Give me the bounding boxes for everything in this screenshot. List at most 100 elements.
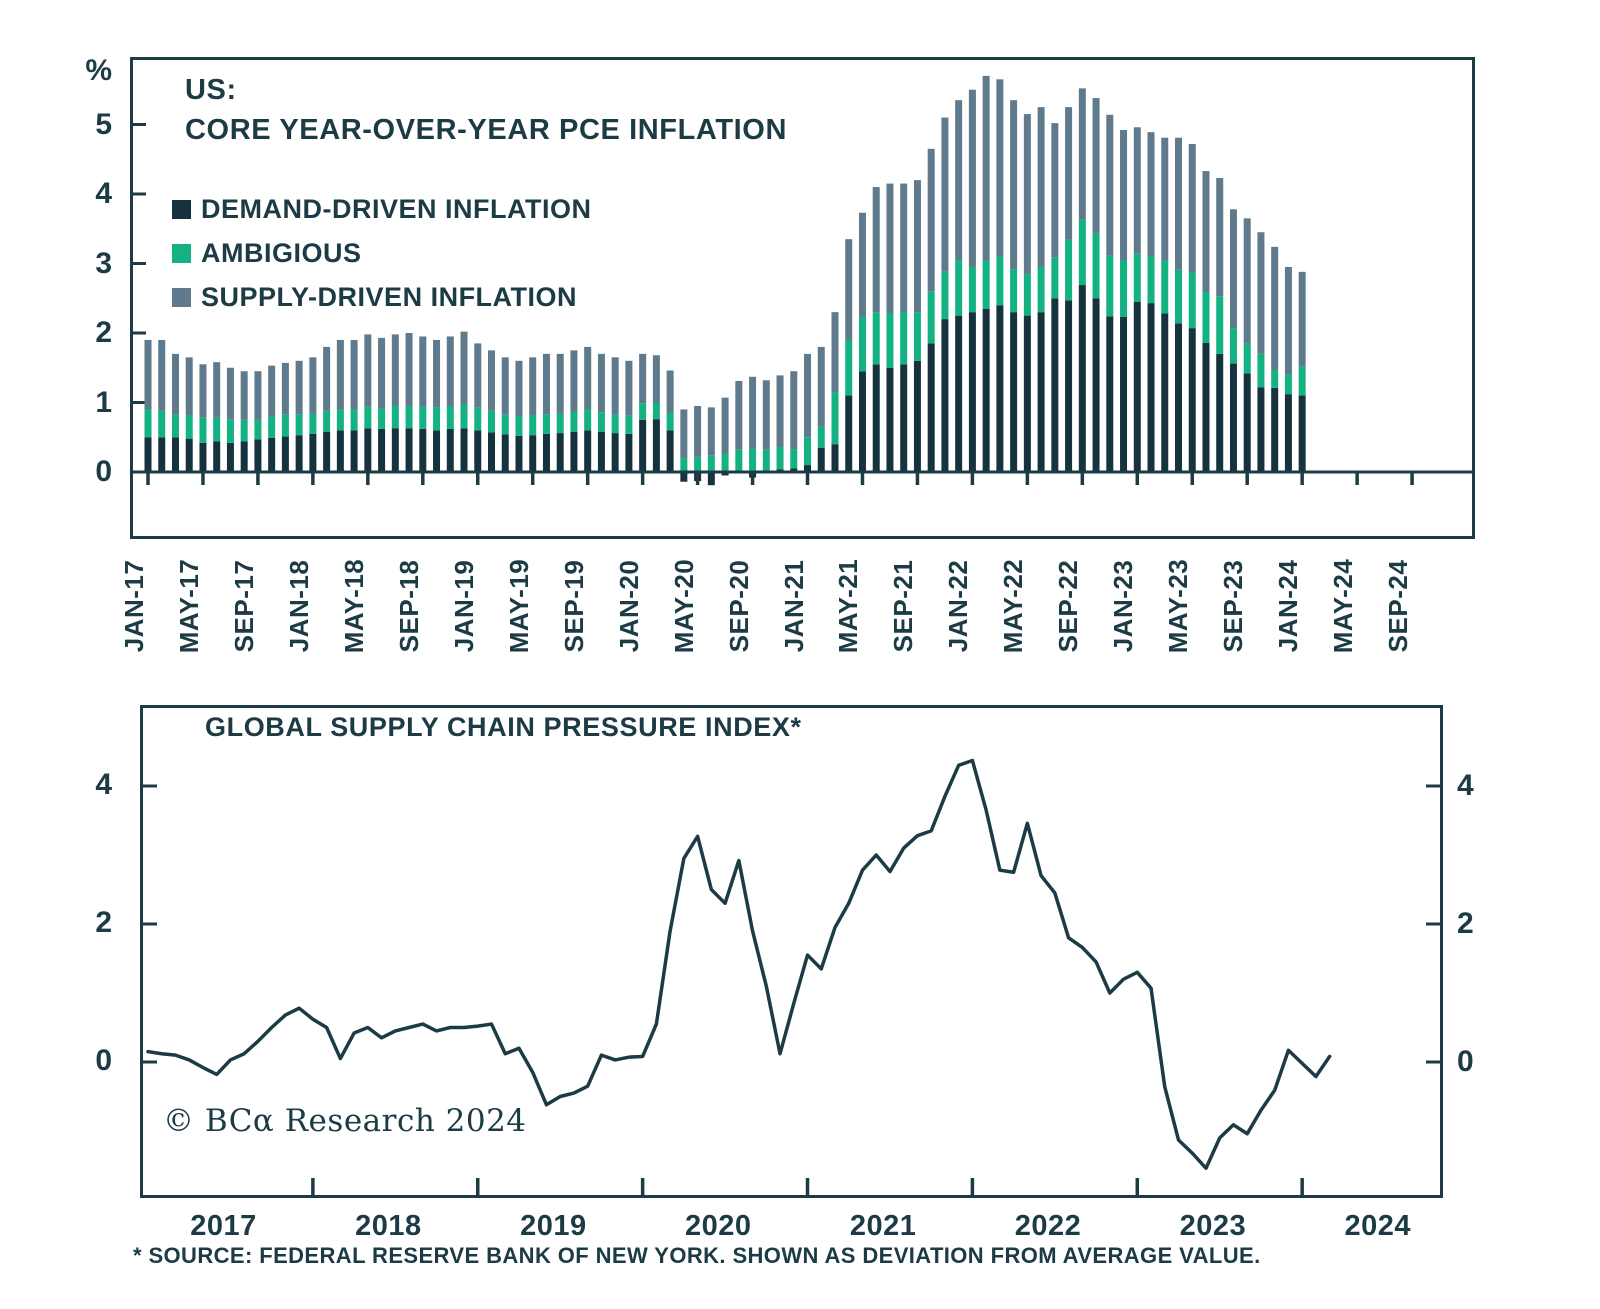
bottom-year-label: 2022 <box>1014 1210 1082 1242</box>
bar-supply <box>529 357 537 416</box>
bar-demand <box>886 367 894 472</box>
bar-demand <box>1298 395 1306 472</box>
bar-ambigious <box>405 405 413 429</box>
top-x-tick-label: MAY-17 <box>173 558 204 654</box>
bar-demand <box>501 434 509 472</box>
bar-ambigious <box>1120 260 1128 318</box>
bar-demand <box>872 364 880 472</box>
bar-supply <box>446 336 454 406</box>
bar-ambigious <box>488 410 495 433</box>
bar-demand <box>1106 316 1114 472</box>
bar-supply <box>460 331 468 404</box>
bar-ambigious <box>639 403 647 420</box>
source-footnote: * SOURCE: FEDERAL RESERVE BANK OF NEW YO… <box>133 1243 1261 1268</box>
bar-ambigious <box>584 409 592 431</box>
bar-supply <box>295 360 303 415</box>
bar-supply <box>1106 114 1114 256</box>
bar-supply <box>872 187 880 313</box>
bar-ambigious <box>1284 374 1292 395</box>
top-x-tick-label: SEP-24 <box>1383 559 1414 653</box>
top-y-tick-label: 5 <box>95 107 112 141</box>
bar-demand <box>858 371 866 472</box>
bar-demand <box>611 433 619 472</box>
top-x-tick-label: SEP-23 <box>1218 559 1249 653</box>
bar-ambigious <box>1271 370 1279 388</box>
bar-ambigious <box>144 409 152 438</box>
bar-supply <box>309 357 317 414</box>
bar-ambigious <box>694 456 702 472</box>
bar-ambigious <box>213 417 221 442</box>
gscpi-line-chart <box>140 705 1443 1198</box>
bottom-year-label: 2020 <box>684 1210 752 1242</box>
bar-demand <box>968 312 976 472</box>
bar-supply <box>790 371 798 450</box>
bar-supply <box>433 339 441 408</box>
bar-ambigious <box>968 266 976 313</box>
top-x-tick-label: JAN-22 <box>943 559 974 653</box>
top-x-tick-label: MAY-21 <box>833 558 864 654</box>
bar-ambigious <box>817 426 825 448</box>
bar-ambigious <box>1051 257 1059 299</box>
bar-supply <box>1065 107 1073 240</box>
bar-demand <box>1175 323 1182 472</box>
bar-ambigious <box>721 453 729 472</box>
bottom-year-label: 2017 <box>190 1210 257 1242</box>
bar-ambigious <box>1175 269 1182 324</box>
bottom-y-label-left: 0 <box>95 1044 112 1077</box>
bar-demand <box>845 395 853 472</box>
bar-ambigious <box>858 317 866 372</box>
bar-supply <box>1202 171 1210 292</box>
bar-demand <box>391 428 399 472</box>
supply-swatch-icon <box>172 288 191 307</box>
bar-supply <box>240 371 248 420</box>
bar-ambigious <box>872 312 880 365</box>
bar-ambigious <box>996 256 1004 306</box>
bar-ambigious <box>378 408 386 429</box>
bar-ambigious <box>762 449 770 471</box>
bar-ambigious <box>776 446 784 470</box>
bar-supply <box>1243 218 1251 344</box>
bar-demand <box>1037 312 1045 472</box>
bar-demand <box>515 435 523 472</box>
bar-ambigious <box>1092 232 1100 299</box>
bar-supply <box>542 353 550 415</box>
bar-ambigious <box>281 414 289 437</box>
bottom-year-label: 2019 <box>520 1210 587 1242</box>
bar-supply <box>1175 137 1182 270</box>
bar-ambigious <box>1133 253 1141 302</box>
bar-supply <box>721 397 729 454</box>
bar-ambigious <box>735 449 743 471</box>
bar-supply <box>666 370 674 413</box>
bar-supply <box>556 353 564 414</box>
bar-supply <box>941 117 949 272</box>
bar-ambigious <box>913 312 921 361</box>
bar-supply <box>776 375 784 447</box>
bar-demand <box>1257 387 1265 472</box>
bar-supply <box>281 362 289 415</box>
top-x-tick-label: SEP-22 <box>1053 559 1084 653</box>
bar-demand <box>268 437 276 472</box>
bottom-year-label: 2024 <box>1344 1210 1411 1242</box>
bar-ambigious <box>391 405 399 429</box>
bar-supply <box>199 364 207 418</box>
bar-supply <box>158 339 166 411</box>
bar-ambigious <box>982 260 990 309</box>
bar-supply <box>268 365 276 417</box>
bar-ambigious <box>1298 366 1306 396</box>
bar-supply <box>1271 246 1279 371</box>
bar-demand <box>213 441 221 472</box>
bar-ambigious <box>570 411 578 432</box>
bar-ambigious <box>1106 255 1114 317</box>
bar-demand <box>1188 328 1196 472</box>
bar-ambigious <box>474 407 482 431</box>
bar-supply <box>694 405 702 457</box>
bar-demand <box>323 431 331 472</box>
top-x-tick-label: SEP-17 <box>228 559 259 653</box>
bar-ambigious <box>1065 239 1073 301</box>
top-x-tick-label: SEP-21 <box>888 559 919 653</box>
bar-supply <box>597 353 605 413</box>
bar-ambigious <box>336 409 344 431</box>
bar-demand <box>488 432 495 472</box>
bar-demand-negative <box>721 472 729 476</box>
top-chart-unit-label: % <box>85 54 112 87</box>
